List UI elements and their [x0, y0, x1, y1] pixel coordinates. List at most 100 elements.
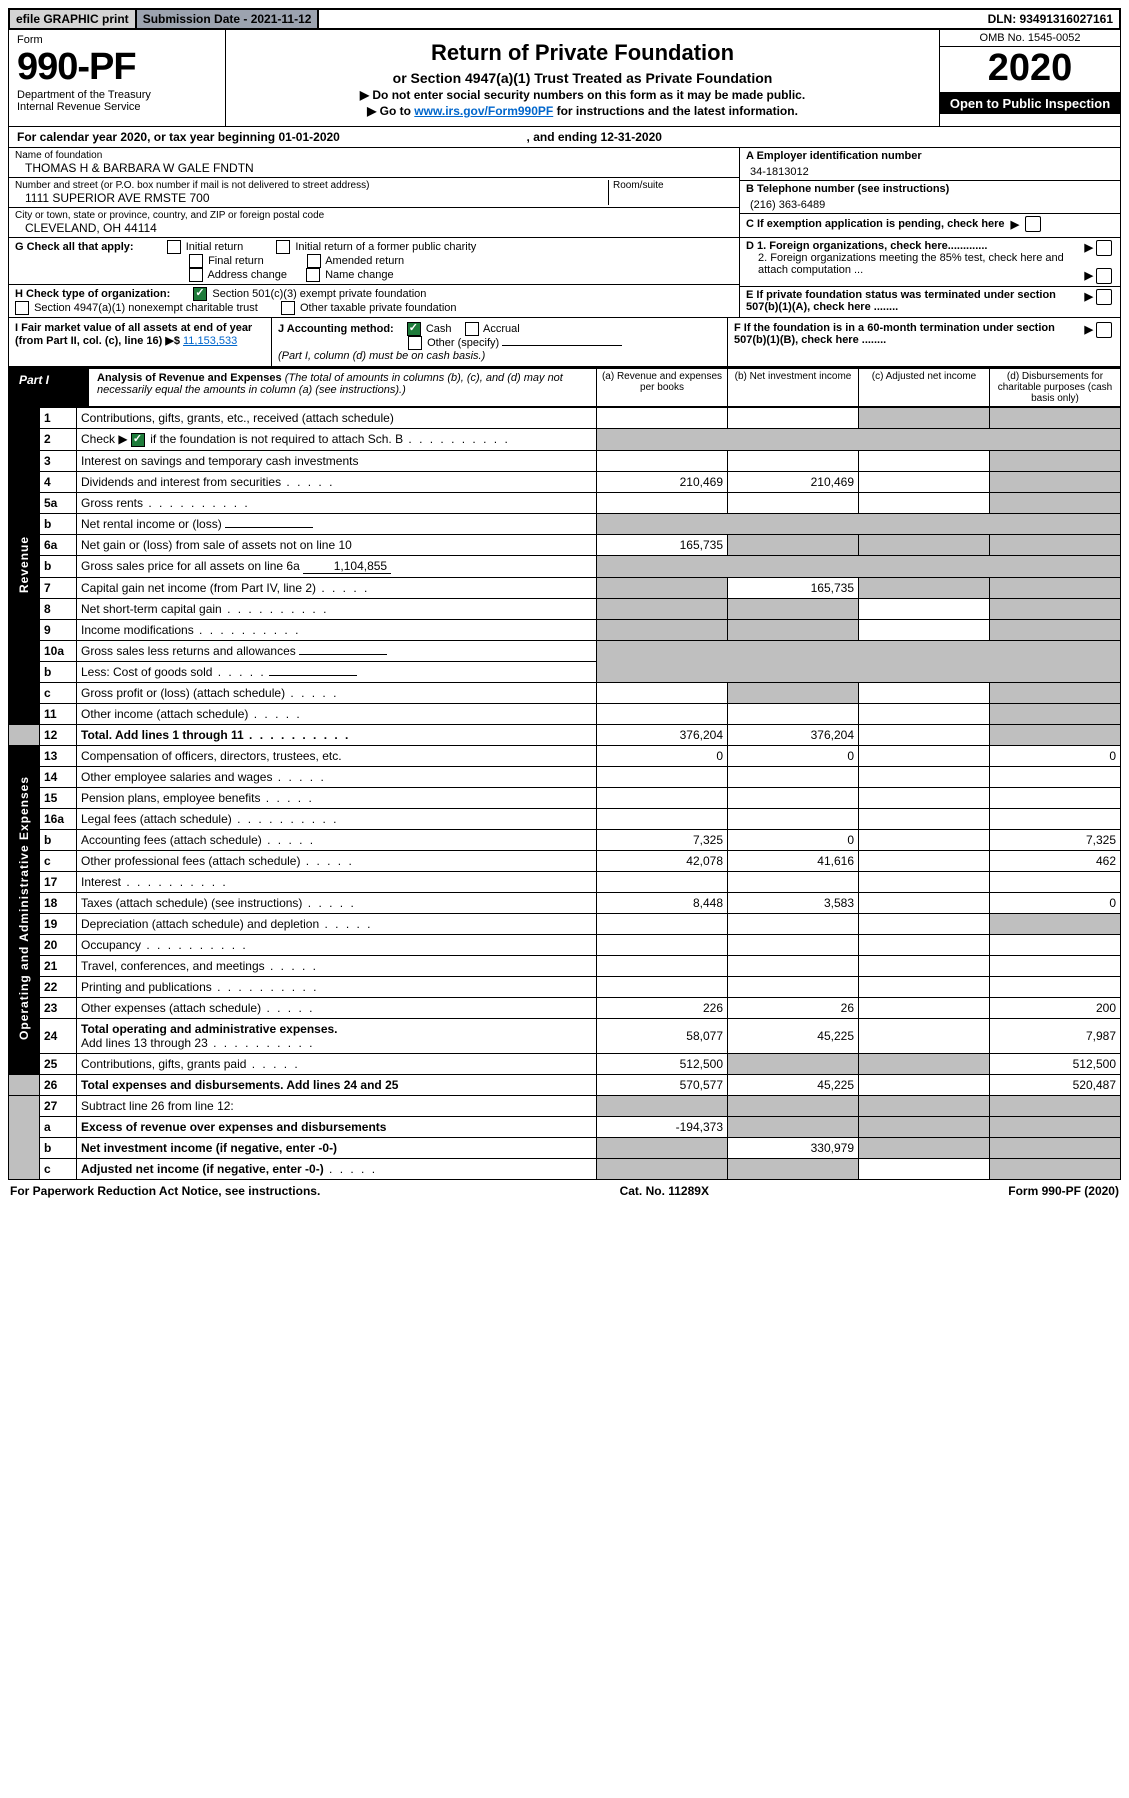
f-checkbox[interactable] [1096, 322, 1112, 338]
cell-b [728, 913, 859, 934]
table-row: 20Occupancy [9, 934, 1121, 955]
c-label: C If exemption application is pending, c… [746, 218, 1005, 230]
j-cash-checkbox[interactable] [407, 322, 421, 336]
h-section: H Check type of organization: Section 50… [9, 285, 739, 317]
e-checkbox[interactable] [1096, 289, 1112, 305]
ln: 10a [40, 640, 77, 661]
g-initial-checkbox[interactable] [167, 240, 181, 254]
cell-a [597, 1158, 728, 1179]
table-row: 7Capital gain net income (from Part IV, … [9, 577, 1121, 598]
cell-b: 45,225 [728, 1074, 859, 1095]
table-row: Operating and Administrative Expenses 13… [9, 745, 1121, 766]
ln: 4 [40, 471, 77, 492]
ln: 25 [40, 1053, 77, 1074]
cell-b [728, 492, 859, 513]
form-subtitle: or Section 4947(a)(1) Trust Treated as P… [236, 70, 929, 86]
cell-c [859, 1137, 990, 1158]
cell-a: 570,577 [597, 1074, 728, 1095]
j-accrual: Accrual [483, 323, 520, 335]
submission-date: Submission Date - 2021-11-12 [137, 10, 320, 28]
cell-b [728, 934, 859, 955]
table-row: 21Travel, conferences, and meetings [9, 955, 1121, 976]
cell-b: 26 [728, 997, 859, 1018]
cell-a [597, 450, 728, 471]
room-label: Room/suite [613, 180, 733, 191]
cell-d: 512,500 [990, 1053, 1121, 1074]
table-row: 22Printing and publications [9, 976, 1121, 997]
e-section: E If private foundation status was termi… [740, 287, 1120, 315]
ln: 14 [40, 766, 77, 787]
g-name-checkbox[interactable] [306, 268, 320, 282]
j-other: Other (specify) [427, 337, 499, 349]
cell-a [597, 619, 728, 640]
ln: 5a [40, 492, 77, 513]
addr-label: Number and street (or P.O. box number if… [15, 180, 608, 191]
fmv-value[interactable]: 11,153,533 [183, 335, 237, 347]
city-cell: City or town, state or province, country… [9, 208, 739, 237]
open-public: Open to Public Inspection [940, 93, 1120, 114]
spacer [9, 724, 40, 745]
cell-a [597, 1095, 728, 1116]
note-link: ▶ Go to www.irs.gov/Form990PF for instru… [236, 104, 929, 118]
efile-label[interactable]: efile GRAPHIC print [10, 10, 137, 28]
g-label: G Check all that apply: [15, 241, 134, 253]
desc: Subtract line 26 from line 12: [77, 1095, 597, 1116]
desc: Income modifications [77, 619, 597, 640]
cell-b [728, 871, 859, 892]
g-initial-former-checkbox[interactable] [276, 240, 290, 254]
omb: OMB No. 1545-0052 [940, 30, 1120, 47]
cell-a [597, 1137, 728, 1158]
h-other-checkbox[interactable] [281, 301, 295, 315]
desc: Total expenses and disbursements. Add li… [77, 1074, 597, 1095]
ln: 24 [40, 1018, 77, 1053]
cell-a: 7,325 [597, 829, 728, 850]
ln: 23 [40, 997, 77, 1018]
desc: Occupancy [77, 934, 597, 955]
cell-a: 226 [597, 997, 728, 1018]
d1-checkbox[interactable] [1096, 240, 1112, 256]
table-row: 18Taxes (attach schedule) (see instructi… [9, 892, 1121, 913]
tax-year: 2020 [940, 47, 1120, 93]
h-501c3: Section 501(c)(3) exempt private foundat… [212, 288, 426, 300]
cell-c [859, 955, 990, 976]
ein-value: 34-1813012 [746, 162, 1114, 178]
instructions-link[interactable]: www.irs.gov/Form990PF [414, 104, 553, 118]
ln: 20 [40, 934, 77, 955]
desc: Pension plans, employee benefits [77, 787, 597, 808]
table-row: 4Dividends and interest from securities2… [9, 471, 1121, 492]
cell-c [859, 808, 990, 829]
desc: Contributions, gifts, grants, etc., rece… [77, 408, 597, 429]
g-final: Final return [208, 255, 264, 267]
g-address-checkbox[interactable] [189, 268, 203, 282]
ln: 22 [40, 976, 77, 997]
schb-checkbox[interactable] [131, 433, 145, 447]
spacer [9, 1095, 40, 1179]
arrow-icon: ▶ [1084, 291, 1092, 303]
g-final-checkbox[interactable] [189, 254, 203, 268]
c-checkbox[interactable] [1025, 216, 1041, 232]
j-accrual-checkbox[interactable] [465, 322, 479, 336]
ln: 26 [40, 1074, 77, 1095]
h-501c3-checkbox[interactable] [193, 287, 207, 301]
cell-d [990, 787, 1121, 808]
header-right: OMB No. 1545-0052 2020 Open to Public In… [939, 30, 1120, 126]
g-amended-checkbox[interactable] [307, 254, 321, 268]
d2-checkbox[interactable] [1096, 268, 1112, 284]
table-row: 25Contributions, gifts, grants paid512,5… [9, 1053, 1121, 1074]
j-other-checkbox[interactable] [408, 336, 422, 350]
cell-grey [597, 513, 1121, 534]
cell-grey [597, 429, 1121, 451]
ln: 27 [40, 1095, 77, 1116]
cell-d [990, 1095, 1121, 1116]
ln: b [40, 1137, 77, 1158]
arrow-icon: ▶ [1011, 218, 1019, 231]
checks-row: G Check all that apply: Initial return I… [8, 238, 1121, 318]
cell-b [728, 408, 859, 429]
arrow-icon: ▶ [1084, 242, 1092, 254]
desc: Dividends and interest from securities [77, 471, 597, 492]
header-left: Form 990-PF Department of the Treasury I… [9, 30, 226, 126]
h-4947-checkbox[interactable] [15, 301, 29, 315]
cell-b [728, 1116, 859, 1137]
cell-c [859, 724, 990, 745]
ln: 13 [40, 745, 77, 766]
